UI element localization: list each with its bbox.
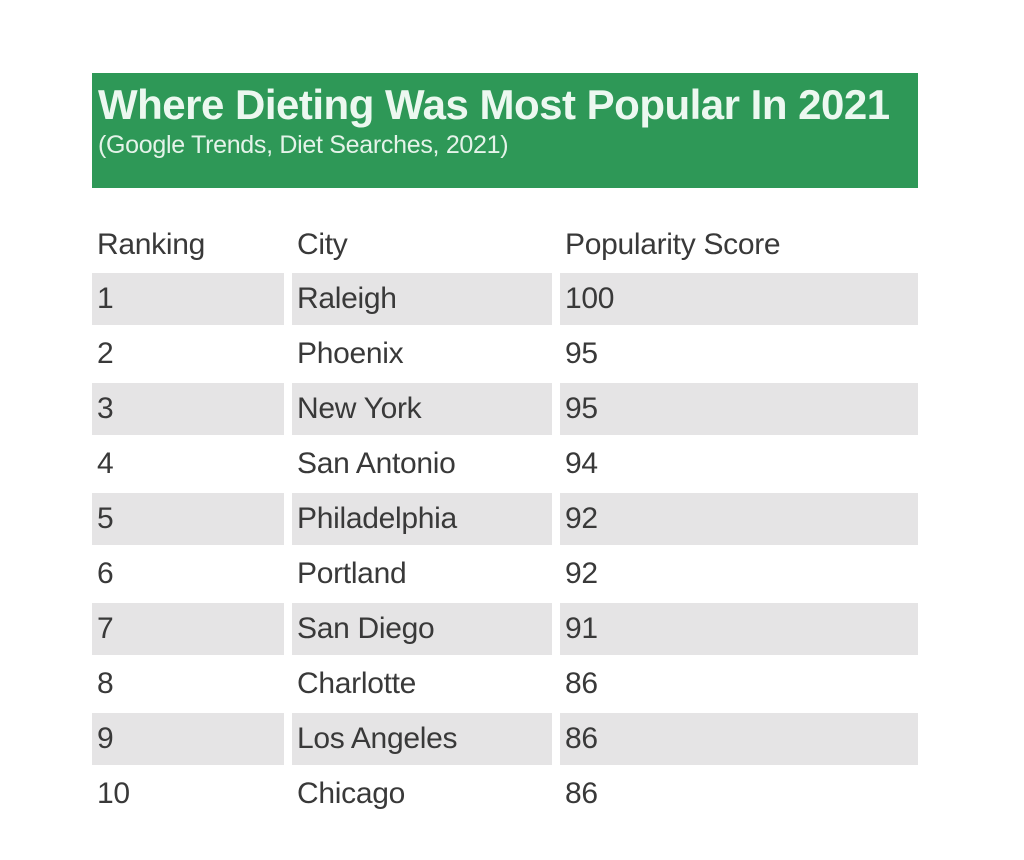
city-cell: Charlotte [297,667,417,700]
score-cell: 94 [565,447,598,480]
table-row: 8 Charlotte 86 [92,658,918,710]
table-row: 4 San Antonio 94 [92,438,918,490]
table-header-row: Ranking City Popularity Score [92,216,918,273]
diet-popularity-infographic: Where Dieting Was Most Popular In 2021 (… [92,73,918,820]
city-cell: Chicago [297,777,405,810]
ranking-cell: 6 [97,557,114,590]
city-cell: New York [292,383,552,435]
table-row: 6 Portland 92 [92,548,918,600]
score-cell: 91 [560,603,918,655]
table-row: 9 Los Angeles 86 [92,713,918,765]
column-header-ranking: Ranking [97,227,205,261]
score-cell: 86 [560,713,918,765]
table-body: 1 Raleigh 100 2 Phoenix 95 3 New York 95… [92,273,918,820]
score-cell: 86 [565,667,598,700]
city-cell: Raleigh [292,273,552,325]
column-header-popularity-score: Popularity Score [565,227,781,261]
score-cell: 95 [560,383,918,435]
table-row: 5 Philadelphia 92 [92,493,918,545]
page-subtitle: (Google Trends, Diet Searches, 2021) [98,131,509,160]
ranking-cell: 9 [92,713,284,765]
table-row: 10 Chicago 86 [92,768,918,820]
title-banner: Where Dieting Was Most Popular In 2021 (… [92,73,918,188]
page-title: Where Dieting Was Most Popular In 2021 [98,81,890,128]
score-cell: 86 [565,777,598,810]
ranking-cell: 5 [92,493,284,545]
score-cell: 92 [565,557,598,590]
ranking-cell: 3 [92,383,284,435]
ranking-cell: 4 [97,447,114,480]
city-cell: Phoenix [297,337,404,370]
score-cell: 100 [560,273,918,325]
city-cell: Los Angeles [292,713,552,765]
city-cell: Philadelphia [292,493,552,545]
city-cell: San Diego [292,603,552,655]
city-cell: San Antonio [297,447,456,480]
city-cell: Portland [297,557,407,590]
ranking-cell: 1 [92,273,284,325]
table-row: 7 San Diego 91 [92,603,918,655]
column-header-city: City [297,227,348,261]
score-cell: 95 [565,337,598,370]
table-row: 2 Phoenix 95 [92,328,918,380]
score-cell: 92 [560,493,918,545]
ranking-cell: 7 [92,603,284,655]
ranking-cell: 10 [97,777,130,810]
ranking-cell: 2 [97,337,114,370]
ranking-cell: 8 [97,667,114,700]
table-row: 1 Raleigh 100 [92,273,918,325]
table-row: 3 New York 95 [92,383,918,435]
